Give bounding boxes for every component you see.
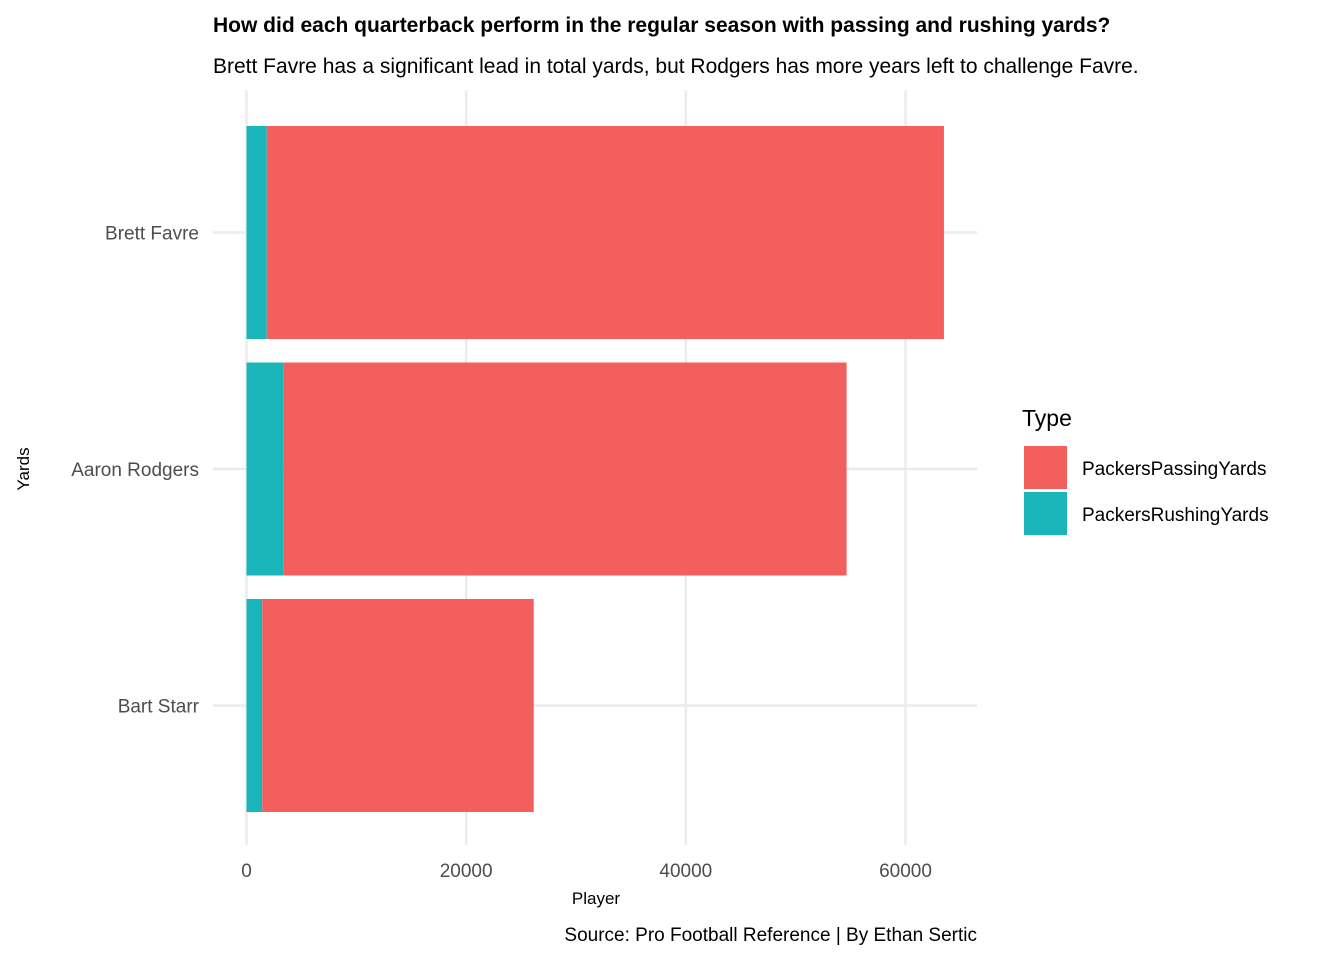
x-axis-ticks: 0 20000 40000 60000 [241, 861, 932, 882]
chart-title: How did each quarterback perform in the … [213, 14, 1110, 37]
bar-aaron-rodgers-packersrushingyards [246, 362, 284, 576]
bar-aaron-rodgers-packerspassingyards [283, 362, 847, 576]
bar-brett-favre-packersrushingyards [246, 126, 267, 339]
y-tick-label: Brett Favre [105, 224, 199, 245]
legend-swatch-packersrushingyards [1024, 492, 1067, 535]
y-tick-label: Aaron Rodgers [71, 460, 199, 481]
y-axis-ticks: Brett Favre Aaron Rodgers Bart Starr [71, 224, 199, 718]
bar-brett-favre-packerspassingyards [266, 126, 944, 339]
legend-label: PackersPassingYards [1082, 459, 1266, 480]
y-tick-label: Bart Starr [118, 697, 200, 718]
chart-caption: Source: Pro Football Reference | By Etha… [564, 925, 977, 946]
legend-title: Type [1022, 405, 1072, 431]
bars [246, 126, 944, 812]
x-tick-label: 20000 [440, 861, 493, 882]
x-tick-label: 60000 [879, 861, 932, 882]
x-tick-label: 0 [241, 861, 252, 882]
bar-bart-starr-packerspassingyards [262, 599, 534, 812]
chart-subtitle: Brett Favre has a significant lead in to… [213, 55, 1139, 78]
legend: Type PackersPassingYards PackersRushingYa… [1022, 405, 1269, 535]
legend-items: PackersPassingYards PackersRushingYards [1024, 446, 1269, 535]
y-axis-label: Yards [14, 447, 33, 490]
legend-label: PackersRushingYards [1082, 505, 1269, 526]
x-axis-label: Player [572, 889, 621, 908]
bar-bart-starr-packersrushingyards [246, 599, 263, 812]
legend-swatch-packerspassingyards [1024, 446, 1067, 489]
x-tick-label: 40000 [659, 861, 712, 882]
